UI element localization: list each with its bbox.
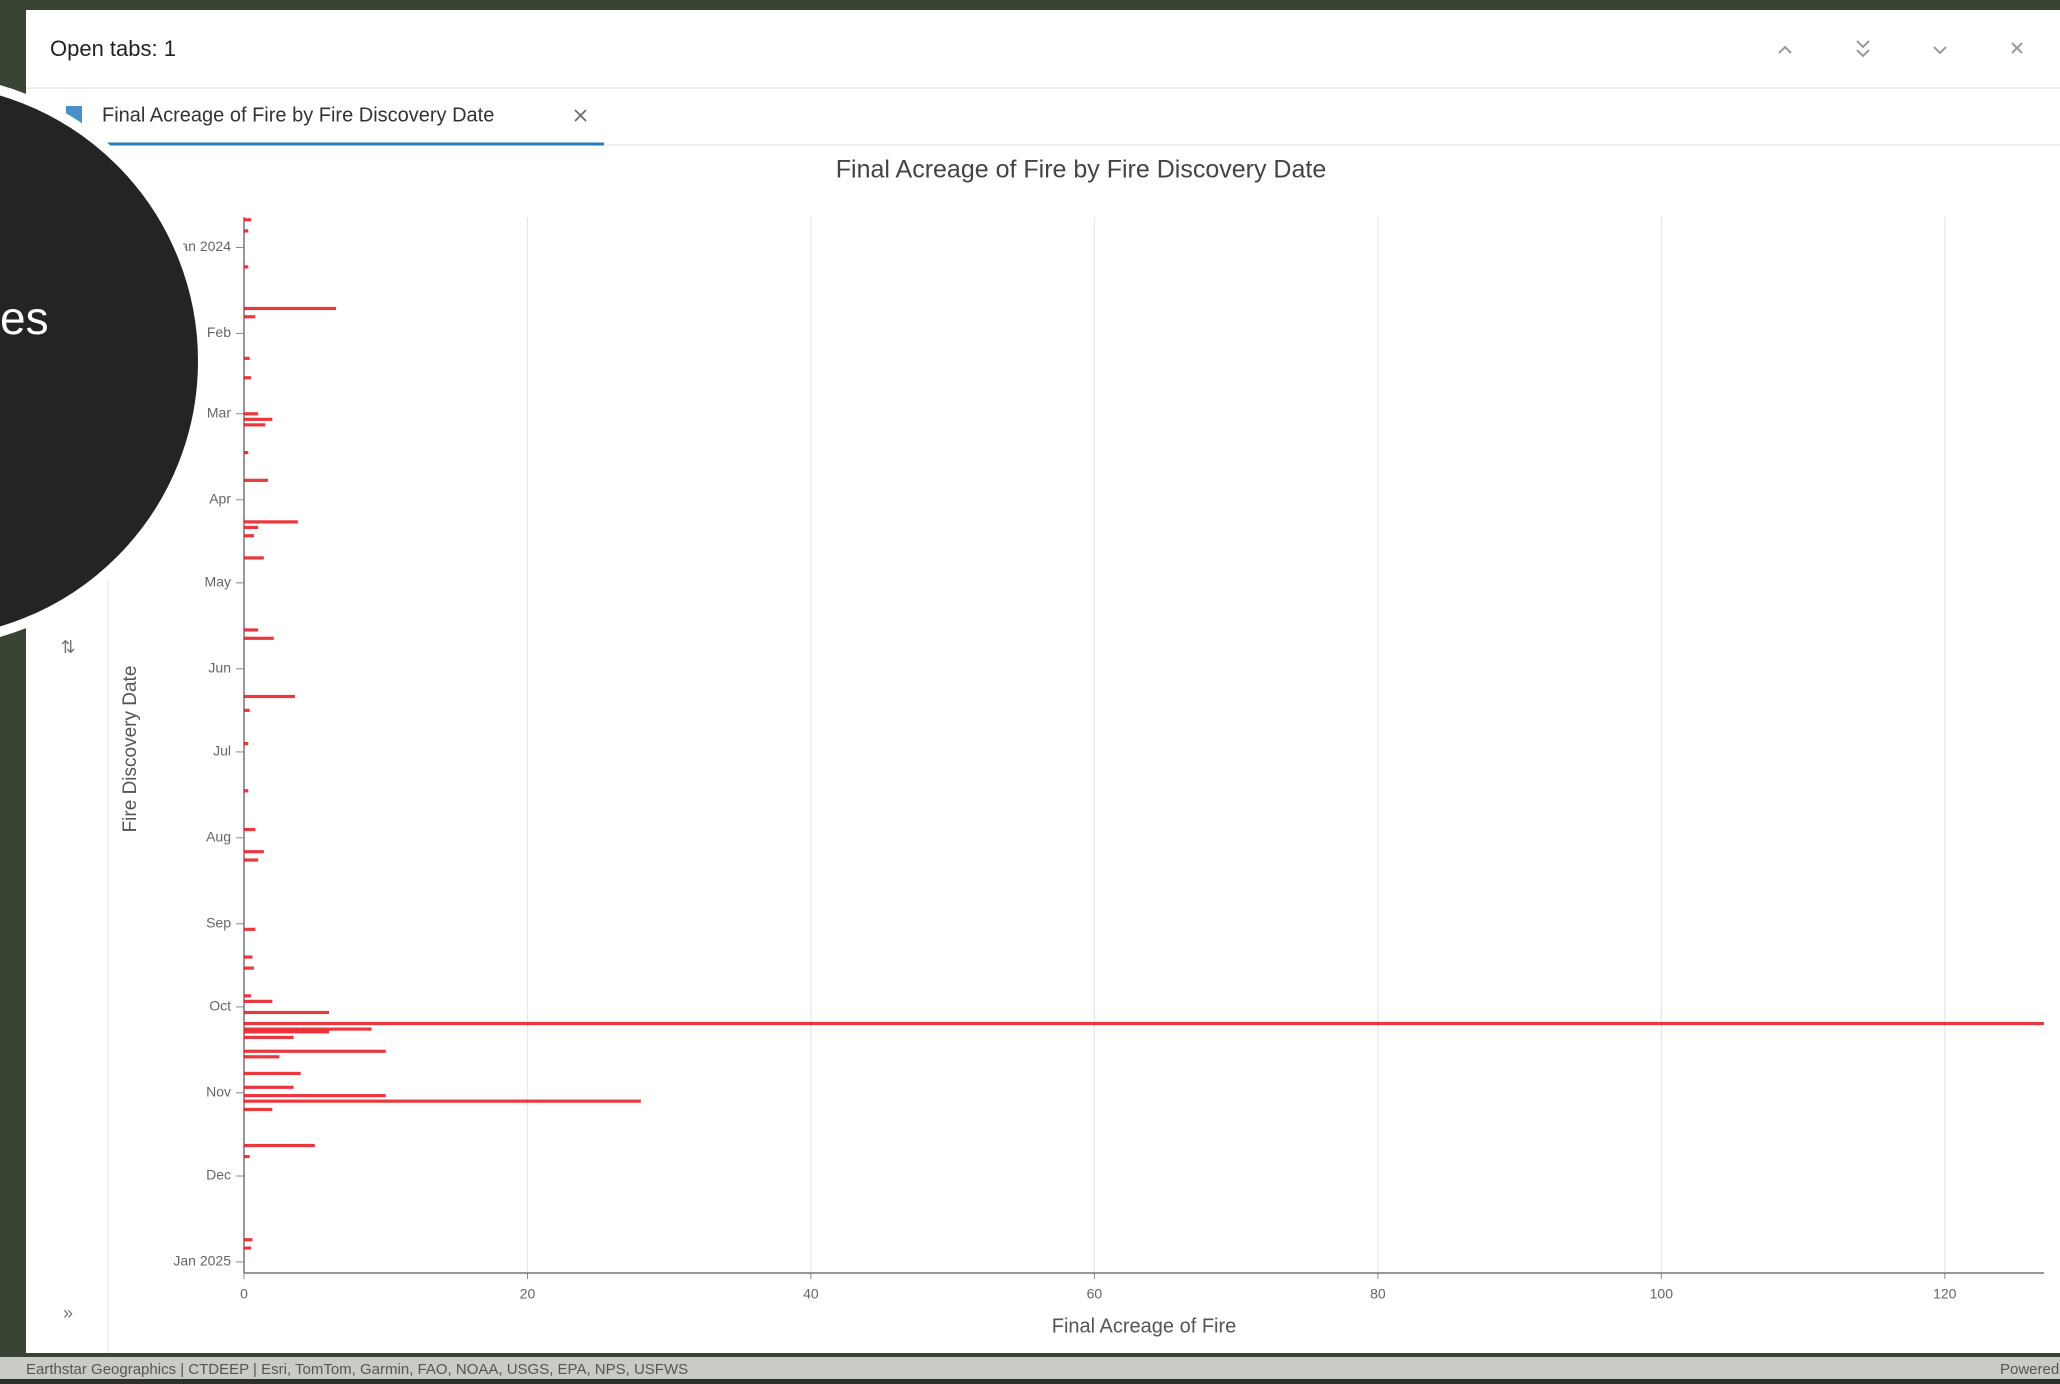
bar: [244, 1030, 330, 1034]
bar: [244, 534, 254, 538]
bar: [244, 1246, 252, 1250]
chart: Final Acreage of Fire by Fire Discovery …: [120, 156, 2044, 1337]
y-tick-label: Apr: [209, 490, 231, 506]
y-tick-label: Jul: [213, 743, 231, 759]
bar: [244, 412, 259, 416]
y-tick-label: Oct: [209, 998, 231, 1014]
x-tick-label: 20: [520, 1286, 536, 1302]
bar: [244, 1027, 372, 1031]
y-tick-label: Nov: [206, 1084, 231, 1100]
bar: [244, 1071, 301, 1076]
x-tick-label: 100: [1650, 1286, 1674, 1302]
y-tick-label: Dec: [206, 1167, 231, 1183]
x-tick-label: 80: [1370, 1286, 1386, 1302]
bar: [244, 1021, 2044, 1026]
overlay-text: es: [0, 292, 49, 344]
bar: [244, 1154, 250, 1159]
x-tick-label: 0: [240, 1286, 248, 1302]
close-tab-button[interactable]: [574, 109, 587, 122]
y-axis-label: Fire Discovery Date: [120, 666, 141, 833]
tab-label[interactable]: Final Acreage of Fire by Fire Discovery …: [102, 104, 494, 126]
bar: [244, 1107, 273, 1112]
x-tick-label: 40: [803, 1286, 819, 1302]
bar: [244, 1099, 641, 1103]
bar: [244, 955, 253, 959]
bar: [244, 1238, 253, 1242]
overlay-circle: [0, 85, 208, 637]
bar: [244, 1094, 386, 1098]
bar: [244, 1035, 294, 1040]
panel: [26, 10, 2060, 1353]
bar: [244, 376, 252, 380]
minimize-button[interactable]: [1933, 46, 1947, 55]
y-tick-label: Feb: [207, 324, 231, 340]
bar: [244, 306, 337, 311]
bar: [244, 1049, 386, 1053]
bar: [244, 229, 249, 233]
bar: [244, 966, 254, 970]
bar: [244, 1143, 315, 1148]
y-tick-label: Jan 2024: [173, 238, 231, 254]
y-tick-label: Mar: [207, 404, 231, 420]
y-tick-label: Aug: [206, 829, 231, 845]
y-tick-label: May: [205, 574, 231, 590]
bar: [244, 265, 249, 269]
bar: [244, 628, 259, 632]
expand-all-button[interactable]: [1856, 40, 1870, 58]
bar: [244, 1010, 330, 1015]
y-tick-label: Jan 2025: [173, 1253, 231, 1269]
bar: [244, 994, 252, 998]
bar: [244, 708, 250, 712]
attribution: Earthstar Geographics | CTDEEP | Esri, T…: [26, 1361, 688, 1378]
bar: [244, 423, 266, 427]
bar: [244, 556, 264, 560]
bar: [244, 1085, 294, 1089]
bar: [244, 636, 274, 640]
chart-title: Final Acreage of Fire by Fire Discovery …: [836, 156, 1326, 184]
x-tick-label: 60: [1087, 1286, 1103, 1302]
bar: [244, 525, 259, 530]
bar: [244, 999, 273, 1003]
attribution-bar: [0, 1357, 2060, 1379]
bar: [244, 315, 256, 319]
bar: [244, 356, 250, 360]
bar: [244, 850, 264, 854]
collapse-button[interactable]: [1778, 45, 1792, 54]
overlay-ring: [0, 97, 197, 625]
bar: [244, 827, 256, 832]
bar: [244, 742, 249, 746]
y-tick-label: Sep: [206, 914, 231, 930]
bar: [244, 858, 259, 862]
bar: [244, 694, 296, 699]
bar: [244, 789, 249, 793]
bar: [244, 478, 269, 482]
panel-title: Open tabs: 1: [50, 36, 176, 61]
expand-sidebar-icon[interactable]: »: [63, 1303, 73, 1323]
bar: [244, 927, 256, 931]
y-tick-label: Jun: [208, 659, 231, 675]
bar: [244, 450, 249, 455]
powered-by: Powered: [2000, 1361, 2059, 1378]
sort-icon[interactable]: ⇅: [60, 637, 75, 657]
x-axis-label: Final Acreage of Fire: [1052, 1315, 1237, 1337]
bar: [244, 417, 273, 421]
x-tick-label: 120: [1933, 1286, 1957, 1302]
close-panel-button[interactable]: [2011, 42, 2023, 54]
bar: [244, 1055, 280, 1059]
bar: [244, 520, 298, 524]
bar: [244, 218, 252, 222]
